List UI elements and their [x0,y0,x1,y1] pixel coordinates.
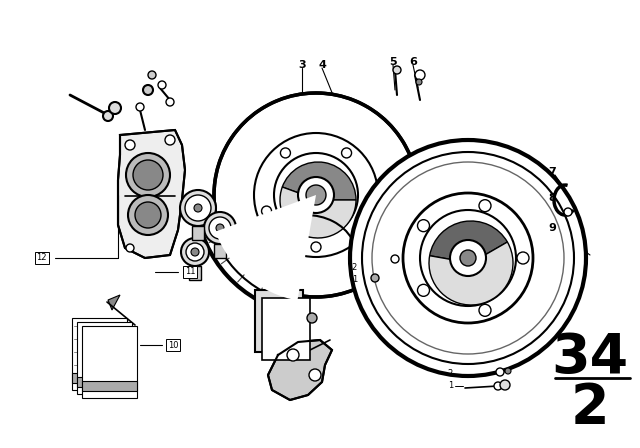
Circle shape [185,195,211,221]
Text: 7: 7 [548,167,556,177]
Circle shape [165,135,175,145]
Circle shape [143,85,153,95]
Circle shape [307,313,317,323]
Circle shape [209,217,231,239]
Circle shape [460,250,476,266]
Circle shape [204,212,236,244]
Circle shape [391,255,399,263]
Text: 1: 1 [448,382,453,391]
Circle shape [133,160,163,190]
Circle shape [103,111,113,121]
Circle shape [194,204,202,212]
Bar [82,326,137,398]
Text: 1: 1 [352,276,357,284]
Circle shape [496,368,504,376]
Text: 10: 10 [168,340,179,349]
Circle shape [216,224,224,232]
Circle shape [403,193,533,323]
Bar [189,266,201,280]
Circle shape [126,153,170,197]
Text: 34: 34 [552,331,628,385]
Circle shape [296,175,336,215]
Circle shape [450,240,486,276]
Bar [214,244,226,258]
Circle shape [450,240,486,276]
Circle shape [350,140,586,376]
Text: 4: 4 [318,60,326,70]
Polygon shape [268,340,332,400]
Circle shape [417,284,429,296]
Circle shape [342,148,351,158]
Circle shape [460,250,476,266]
Wedge shape [429,221,508,263]
Text: 2: 2 [448,369,453,378]
Circle shape [287,349,299,361]
Circle shape [564,208,572,216]
Text: 9: 9 [548,223,556,233]
Bar [72,373,127,383]
Circle shape [298,177,334,213]
Circle shape [126,244,134,252]
Circle shape [420,210,516,306]
Circle shape [517,252,529,264]
Circle shape [436,226,500,290]
Circle shape [254,133,378,257]
Bar [82,381,137,391]
Circle shape [362,152,574,364]
Circle shape [415,70,425,80]
Bar [262,298,310,360]
Circle shape [135,202,161,228]
Circle shape [393,66,401,74]
Polygon shape [108,295,120,310]
Circle shape [166,98,174,106]
Circle shape [371,274,379,282]
Circle shape [109,102,121,114]
Circle shape [479,304,491,316]
Wedge shape [282,162,356,200]
Circle shape [125,140,135,150]
Circle shape [148,71,156,79]
Wedge shape [429,242,513,305]
Bar [192,226,204,240]
Bar [77,322,132,394]
Circle shape [306,185,326,205]
Circle shape [214,93,418,297]
Circle shape [128,195,168,235]
Circle shape [181,238,209,266]
Wedge shape [216,195,316,300]
Circle shape [180,190,216,226]
Circle shape [191,248,199,256]
Circle shape [479,200,491,212]
Bar [77,377,132,387]
Circle shape [158,81,166,89]
Text: 5: 5 [389,57,397,67]
Bar [72,318,127,390]
Text: 12: 12 [36,254,47,263]
Circle shape [360,206,371,216]
Circle shape [416,79,422,85]
Circle shape [280,148,291,158]
Circle shape [372,162,564,354]
Bar [255,290,303,352]
Circle shape [309,369,321,381]
Text: 6: 6 [409,57,417,67]
Circle shape [500,380,510,390]
Circle shape [274,153,358,237]
Circle shape [136,103,144,111]
Text: 2: 2 [352,263,357,272]
Circle shape [505,368,511,374]
Circle shape [262,206,271,216]
Text: 3: 3 [298,60,306,70]
Polygon shape [118,130,185,258]
Wedge shape [280,187,356,238]
Text: 11: 11 [185,267,195,276]
Text: 8: 8 [548,193,556,203]
Text: 2: 2 [571,381,609,435]
Circle shape [494,382,502,390]
Circle shape [417,220,429,232]
Circle shape [311,242,321,252]
Circle shape [186,243,204,261]
